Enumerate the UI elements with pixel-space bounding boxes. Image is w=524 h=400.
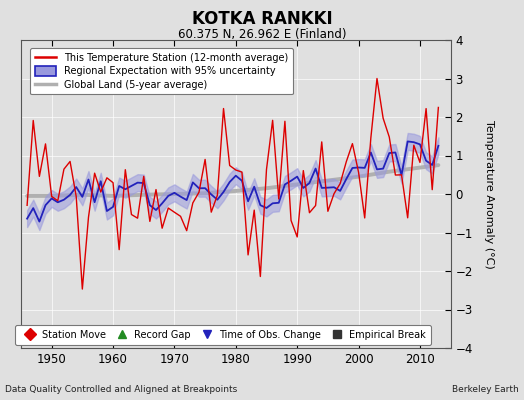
Text: Data Quality Controlled and Aligned at Breakpoints: Data Quality Controlled and Aligned at B… [5, 385, 237, 394]
Text: Berkeley Earth: Berkeley Earth [452, 385, 519, 394]
Text: 60.375 N, 26.962 E (Finland): 60.375 N, 26.962 E (Finland) [178, 28, 346, 41]
Text: KOTKA RANKKI: KOTKA RANKKI [192, 10, 332, 28]
Legend: Station Move, Record Gap, Time of Obs. Change, Empirical Break: Station Move, Record Gap, Time of Obs. C… [15, 325, 431, 345]
Y-axis label: Temperature Anomaly (°C): Temperature Anomaly (°C) [484, 120, 494, 268]
